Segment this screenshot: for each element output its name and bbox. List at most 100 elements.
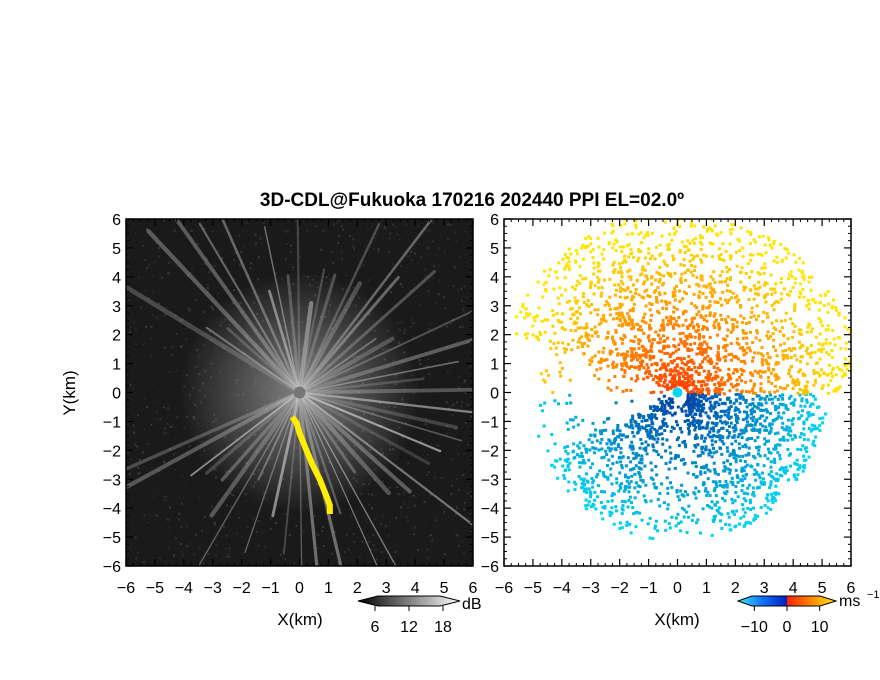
velocity-cell [759,375,763,379]
velocity-cell [747,446,751,450]
velocity-cell [728,228,732,232]
y-tick-label: 1 [112,357,121,374]
velocity-cell [697,324,701,328]
velocity-cell [848,332,851,336]
velocity-cell [638,461,642,465]
velocity-cell [727,298,731,302]
noise-speckle [383,483,386,486]
velocity-cell [676,436,680,440]
velocity-cell [607,304,611,308]
velocity-cell [771,495,775,499]
velocity-cell [821,421,825,425]
noise-speckle [161,276,164,279]
velocity-cell [784,349,788,353]
noise-speckle [213,521,216,524]
velocity-cell [750,423,754,427]
velocity-cell [796,378,800,382]
velocity-cell [688,259,692,263]
velocity-cell [843,357,847,361]
velocity-cell [706,433,710,437]
velocity-cell [734,428,738,432]
noise-speckle [427,529,430,532]
velocity-cell [634,219,638,223]
velocity-cell [689,253,693,257]
noise-speckle [127,299,130,302]
velocity-cell [796,391,800,395]
velocity-cell [618,521,622,525]
velocity-cell [776,398,780,402]
velocity-cell [595,439,599,443]
velocity-cell [637,425,641,429]
velocity-cell [599,361,603,365]
intensity-spoke [297,281,363,395]
velocity-cell [661,319,665,323]
noise-speckle [143,398,146,401]
velocity-cell [734,406,738,410]
velocity-cell [729,405,733,409]
velocity-cell [704,398,708,402]
velocity-cell [710,295,714,299]
velocity-cell [651,422,655,426]
velocity-cell [717,506,721,510]
velocity-cell [590,440,594,444]
noise-speckle [138,458,141,461]
velocity-cell [784,311,788,315]
velocity-cell [666,271,670,275]
velocity-cell [732,371,736,375]
noise-speckle [334,530,337,533]
velocity-cell [653,415,657,419]
velocity-cell [663,351,667,355]
velocity-cell [621,322,625,326]
velocity-cell [627,321,631,325]
velocity-cell [802,274,806,278]
velocity-cell [718,326,722,330]
velocity-cell [623,219,627,221]
velocity-cell [638,467,642,471]
intensity-spoke [190,391,301,477]
velocity-cell [749,231,753,235]
velocity-cell [725,270,729,274]
velocity-cell [636,259,640,263]
velocity-cell [803,404,807,408]
noise-speckle [150,423,153,426]
noise-speckle [172,494,175,497]
velocity-cell [769,480,773,484]
velocity-cell [649,344,653,348]
noise-speckle [418,475,421,478]
velocity-cell [659,358,663,362]
noise-speckle [429,327,432,330]
velocity-cell [684,385,688,389]
velocity-cell [783,247,787,251]
velocity-cell [705,493,709,497]
velocity-cell [665,438,669,442]
velocity-cell [655,408,659,412]
noise-speckle [465,480,468,483]
velocity-cell [660,212,663,215]
velocity-cell [818,416,822,420]
noise-speckle [419,440,422,443]
velocity-cell [767,450,771,454]
noise-speckle [458,376,461,379]
velocity-cell [640,364,644,368]
velocity-cell [679,371,683,375]
velocity-cell [741,331,745,335]
noise-speckle [338,234,341,237]
velocity-cell [713,487,717,491]
velocity-cell [668,526,672,530]
noise-speckle [285,243,288,246]
velocity-cell [817,405,821,409]
velocity-cell [614,438,618,442]
velocity-cell [711,446,715,450]
velocity-cell [726,415,730,419]
noise-speckle [168,261,171,264]
velocity-cell [758,272,762,276]
velocity-cell [599,441,603,445]
velocity-cell [624,435,628,439]
noise-speckle [442,512,445,515]
noise-speckle [130,458,133,461]
velocity-cell [644,351,648,355]
velocity-cell [738,410,742,414]
velocity-cell [640,295,644,299]
noise-speckle [461,540,464,543]
velocity-cell [563,468,567,472]
